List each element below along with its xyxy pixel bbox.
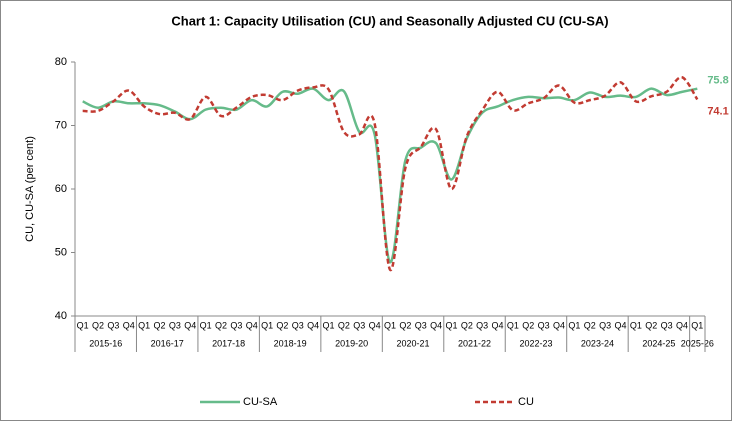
x-tick-label: Q2 <box>276 320 288 330</box>
x-tick-label: Q3 <box>292 320 304 330</box>
legend-label: CU-SA <box>243 396 278 408</box>
y-tick-label: 40 <box>55 310 67 322</box>
x-tick-label: Q1 <box>507 320 519 330</box>
x-tick-label: Q1 <box>630 320 642 330</box>
y-axis-title: CU, CU-SA (per cent) <box>24 136 36 242</box>
x-tick-label: Q3 <box>230 320 242 330</box>
y-tick-label: 70 <box>55 119 67 131</box>
x-tick-label: Q3 <box>169 320 181 330</box>
x-tick-label: Q4 <box>184 320 196 330</box>
x-tick-label: Q2 <box>461 320 473 330</box>
x-tick-label: Q4 <box>430 320 442 330</box>
x-tick-label: Q4 <box>553 320 565 330</box>
y-tick-label: 50 <box>55 246 67 258</box>
x-tick-label: Q1 <box>445 320 457 330</box>
legend-label: CU <box>518 396 534 408</box>
x-tick-label: Q1 <box>384 320 396 330</box>
x-tick-label: Q1 <box>261 320 273 330</box>
year-label: 2025-26 <box>681 338 714 348</box>
series-line <box>82 75 699 271</box>
x-tick-label: Q1 <box>691 320 703 330</box>
year-label: 2020-21 <box>397 338 430 348</box>
x-tick-label: Q2 <box>399 320 411 330</box>
x-tick-label: Q4 <box>369 320 381 330</box>
year-label: 2024-25 <box>642 338 675 348</box>
x-tick-label: Q2 <box>154 320 166 330</box>
x-tick-label: Q1 <box>200 320 212 330</box>
x-tick-label: Q4 <box>123 320 135 330</box>
x-tick-label: Q2 <box>92 320 104 330</box>
x-tick-label: Q3 <box>107 320 119 330</box>
year-label: 2022-23 <box>519 338 552 348</box>
x-tick-label: Q2 <box>338 320 350 330</box>
x-tick-label: Q2 <box>645 320 657 330</box>
x-tick-label: Q3 <box>353 320 365 330</box>
x-tick-label: Q4 <box>676 320 688 330</box>
x-tick-label: Q1 <box>138 320 150 330</box>
x-tick-label: Q2 <box>584 320 596 330</box>
x-tick-label: Q4 <box>492 320 504 330</box>
x-tick-label: Q3 <box>661 320 673 330</box>
x-tick-label: Q4 <box>307 320 319 330</box>
x-tick-label: Q4 <box>246 320 258 330</box>
y-tick-label: 60 <box>55 183 67 195</box>
x-tick-label: Q3 <box>415 320 427 330</box>
x-tick-label: Q3 <box>538 320 550 330</box>
year-label: 2023-24 <box>581 338 614 348</box>
year-label: 2018-19 <box>274 338 307 348</box>
end-value-label: 74.1 <box>707 105 728 117</box>
x-tick-label: Q1 <box>323 320 335 330</box>
x-tick-label: Q3 <box>599 320 611 330</box>
x-tick-label: Q2 <box>215 320 227 330</box>
x-tick-label: Q1 <box>568 320 580 330</box>
year-label: 2019-20 <box>335 338 368 348</box>
x-tick-label: Q4 <box>614 320 626 330</box>
year-label: 2016-17 <box>151 338 184 348</box>
year-label: 2015-16 <box>89 338 122 348</box>
end-value-label: 75.8 <box>707 75 728 87</box>
x-tick-label: Q3 <box>476 320 488 330</box>
chart-title: Chart 1: Capacity Utilisation (CU) and S… <box>171 13 608 28</box>
y-tick-label: 80 <box>55 56 67 68</box>
x-tick-label: Q1 <box>77 320 89 330</box>
x-tick-label: Q2 <box>522 320 534 330</box>
year-label: 2017-18 <box>212 338 245 348</box>
year-label: 2021-22 <box>458 338 491 348</box>
